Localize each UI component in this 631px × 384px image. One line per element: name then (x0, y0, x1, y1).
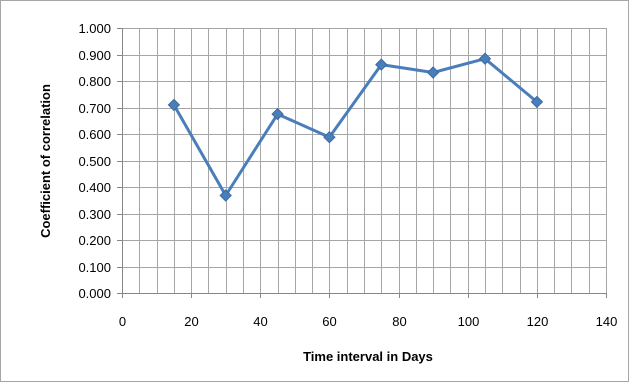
x-tick-label: 0 (119, 314, 126, 329)
data-point-marker (478, 52, 492, 65)
x-axis-title: Time interval in Days (303, 349, 433, 364)
data-point-marker (375, 58, 388, 71)
y-axis-title: Coefficient of correlation (38, 84, 53, 238)
data-point-marker (323, 130, 336, 144)
y-tick-label: 0.600 (78, 127, 111, 142)
y-tick-labels: 0.000 0.100 0.200 0.300 0.400 0.500 0.600 0.700… (78, 21, 111, 301)
data-point-marker (219, 189, 232, 202)
x-tick-label: 100 (458, 314, 480, 329)
y-tick-label: 0.000 (78, 286, 111, 301)
grid-lines (122, 28, 607, 293)
y-tick-label: 0.300 (78, 207, 111, 222)
y-tick-label: 0.900 (78, 48, 111, 63)
data-point-marker (530, 95, 544, 109)
y-tick-label: 0.200 (78, 233, 111, 248)
x-tick-label: 20 (184, 314, 198, 329)
y-tick-label: 0.400 (78, 180, 111, 195)
x-tick-label: 120 (527, 314, 549, 329)
x-tick-label: 60 (322, 314, 336, 329)
x-tick-label: 80 (392, 314, 406, 329)
data-point-marker (167, 98, 181, 112)
y-tick-label: 0.700 (78, 101, 111, 116)
data-point-marker (426, 66, 440, 79)
y-tick-label: 1.000 (78, 21, 111, 36)
y-tick-label: 0.800 (78, 74, 111, 89)
y-tick-label: 0.100 (78, 260, 111, 275)
data-point-marker (271, 107, 284, 121)
data-series (167, 52, 544, 202)
y-tick-label: 0.500 (78, 154, 111, 169)
x-tick-label: 40 (253, 314, 267, 329)
series-line (172, 57, 539, 197)
axes (117, 28, 607, 298)
x-tick-labels: 0 20 40 60 80 100 120 140 (119, 314, 617, 329)
x-tick-label: 140 (596, 314, 618, 329)
